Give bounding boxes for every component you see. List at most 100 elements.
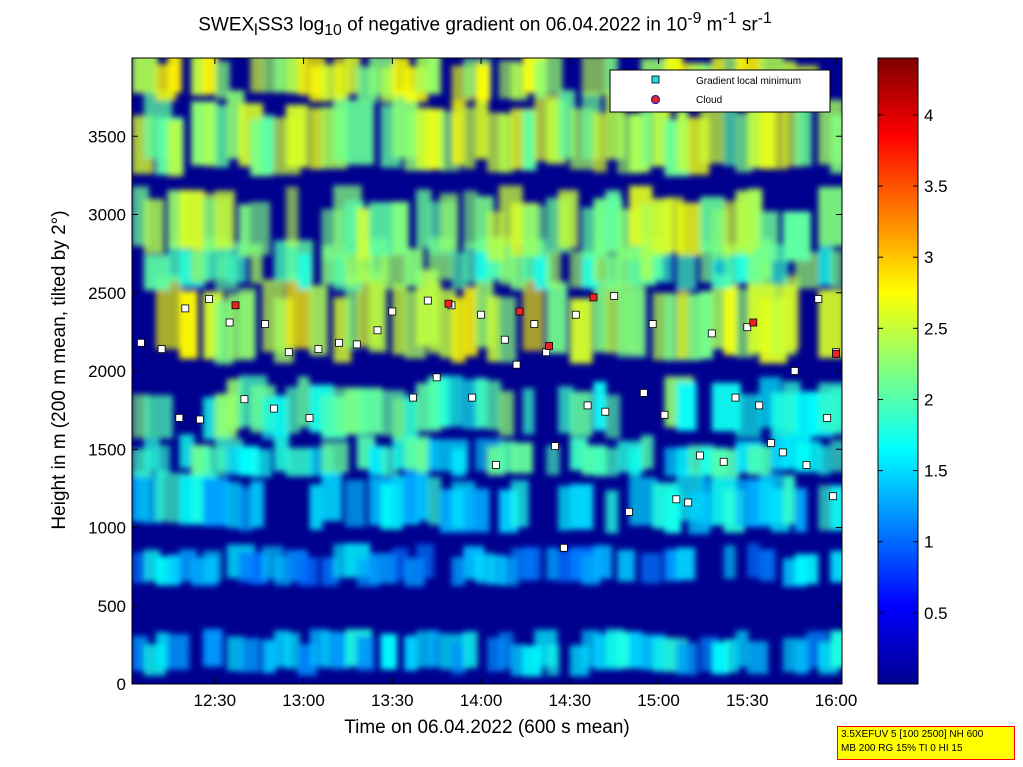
heatmap-cell bbox=[203, 103, 217, 167]
gradient-minimum-marker bbox=[468, 393, 477, 402]
cloud-marker bbox=[832, 349, 840, 358]
heatmap-cell bbox=[475, 63, 491, 101]
gradient-minimum-marker bbox=[696, 451, 704, 460]
heatmap-cell bbox=[463, 107, 476, 169]
heatmap-cell bbox=[640, 552, 662, 584]
x-tick-label: 13:30 bbox=[371, 691, 414, 710]
heatmap-cell bbox=[782, 211, 811, 262]
colorbar-tick-label: 0.5 bbox=[924, 604, 948, 623]
heatmap-cell bbox=[380, 633, 398, 670]
info-box: 3.5XEFUV 5 [100 2500] NH 600 MB 200 RG 1… bbox=[837, 726, 1015, 760]
x-tick-label: 12:30 bbox=[194, 691, 237, 710]
heatmap-cell bbox=[404, 395, 419, 439]
x-tick-label: 13:00 bbox=[282, 691, 325, 710]
gradient-minimum-marker bbox=[270, 404, 278, 413]
heatmap-cell bbox=[404, 469, 418, 521]
gradient-minimum-marker bbox=[196, 415, 204, 424]
gradient-minimum-marker bbox=[388, 307, 397, 316]
title-part: SS3 log bbox=[257, 14, 325, 36]
heatmap-cell bbox=[333, 543, 348, 578]
heatmap-cell bbox=[250, 58, 265, 93]
heatmap-cell bbox=[830, 114, 842, 174]
heatmap-cell bbox=[546, 445, 560, 476]
gradient-minimum-marker bbox=[731, 393, 740, 402]
title-subscript: 10 bbox=[324, 22, 342, 40]
heatmap-cell bbox=[167, 634, 190, 670]
gradient-minimum-marker bbox=[778, 448, 787, 457]
heatmap-cell bbox=[640, 435, 654, 469]
heatmap-cell bbox=[830, 439, 842, 472]
plot-area: 12:30 13:00 13:30 14:00 14:30 15:00 15:30 16:00… bbox=[88, 57, 857, 710]
gradient-minimum-marker bbox=[790, 367, 799, 375]
heatmap-cell bbox=[700, 291, 713, 359]
y-axis-label: Height in m (200 m mean, tilted by 2°) bbox=[49, 210, 70, 530]
heatmap-cell bbox=[155, 470, 168, 522]
heatmap-cell bbox=[132, 58, 158, 94]
heatmap-cell bbox=[569, 391, 593, 437]
heatmap-cell bbox=[203, 58, 218, 95]
gradient-minimum-marker bbox=[352, 340, 361, 349]
heatmap-cell bbox=[416, 107, 432, 170]
heatmap-cell bbox=[155, 632, 169, 669]
y-tick-label: 500 bbox=[98, 597, 126, 616]
heatmap-cell bbox=[723, 284, 739, 356]
heatmap-cell bbox=[498, 113, 514, 173]
heatmap-cell bbox=[723, 102, 737, 166]
title-part: sr bbox=[736, 14, 758, 36]
gradient-minimum-marker bbox=[551, 442, 559, 451]
gradient-minimum-marker bbox=[305, 413, 314, 422]
heatmap-cell bbox=[250, 201, 271, 256]
heatmap-cell bbox=[416, 469, 429, 521]
gradient-minimum-marker bbox=[530, 320, 539, 329]
heatmap-cell bbox=[522, 110, 537, 171]
cloud-marker bbox=[545, 342, 553, 350]
gradient-minimum-marker bbox=[583, 401, 592, 410]
heatmap-cell bbox=[226, 481, 242, 529]
title-superscript: -1 bbox=[722, 10, 737, 27]
x-axis-label: Time on 06.04.2022 (600 s mean) bbox=[344, 717, 630, 738]
heatmap-cell bbox=[522, 388, 535, 435]
heatmap-cell bbox=[782, 275, 800, 350]
colorbar: 0.5 1 1.5 2 2.5 3 3.5 4 bbox=[877, 57, 948, 685]
y-axis: 0 500 1000 1500 2000 2500 3000 3500 bbox=[88, 127, 842, 694]
cloud-marker bbox=[749, 318, 758, 327]
heatmap-cell bbox=[759, 211, 779, 261]
heatmap-cell bbox=[143, 198, 165, 254]
info-line-2: MB 200 RG 15% TI 0 HI 15 bbox=[841, 743, 963, 754]
heatmap-cell bbox=[179, 290, 198, 359]
heatmap-cell bbox=[167, 58, 182, 93]
heatmap-cell bbox=[617, 549, 636, 582]
gradient-minimum-marker bbox=[491, 460, 500, 469]
heatmap-cell bbox=[285, 632, 300, 669]
heatmap-cell bbox=[297, 253, 311, 290]
heatmap-cell bbox=[794, 554, 819, 585]
heatmap-cell bbox=[747, 641, 769, 674]
heatmap-cell bbox=[534, 59, 548, 98]
legend: Gradient local minimum Cloud bbox=[609, 69, 831, 113]
heatmap-cell bbox=[427, 58, 441, 95]
heatmap-cell bbox=[593, 545, 613, 579]
gradient-minimum-marker bbox=[314, 345, 323, 354]
heatmap-cell bbox=[143, 254, 171, 291]
heatmap-cell bbox=[794, 641, 808, 675]
x-tick-label: 15:30 bbox=[726, 691, 769, 710]
heatmap-cell bbox=[238, 204, 251, 257]
gradient-minimum-marker bbox=[240, 395, 249, 404]
legend-box bbox=[609, 69, 831, 113]
x-tick-label: 15:00 bbox=[637, 691, 680, 710]
heatmap-cell bbox=[510, 442, 533, 474]
heatmap-cell bbox=[321, 441, 349, 473]
gradient-minimum-marker bbox=[639, 388, 648, 397]
heatmap-cell bbox=[629, 477, 658, 526]
heatmap-cell bbox=[569, 483, 594, 530]
heatmap-cell bbox=[593, 112, 607, 173]
heatmap-cell bbox=[404, 635, 418, 671]
heatmap-cell bbox=[676, 446, 692, 476]
heatmap-cell bbox=[439, 193, 459, 251]
x-axis: 12:30 13:00 13:30 14:00 14:30 15:00 15:30 16:00 bbox=[194, 58, 857, 710]
heatmap-cell bbox=[676, 382, 697, 431]
heatmap-cell bbox=[830, 388, 842, 435]
gradient-minimum-marker bbox=[719, 457, 728, 466]
colorbar-tick-label: 3.5 bbox=[924, 177, 948, 196]
gradient-minimum-marker bbox=[175, 413, 184, 422]
